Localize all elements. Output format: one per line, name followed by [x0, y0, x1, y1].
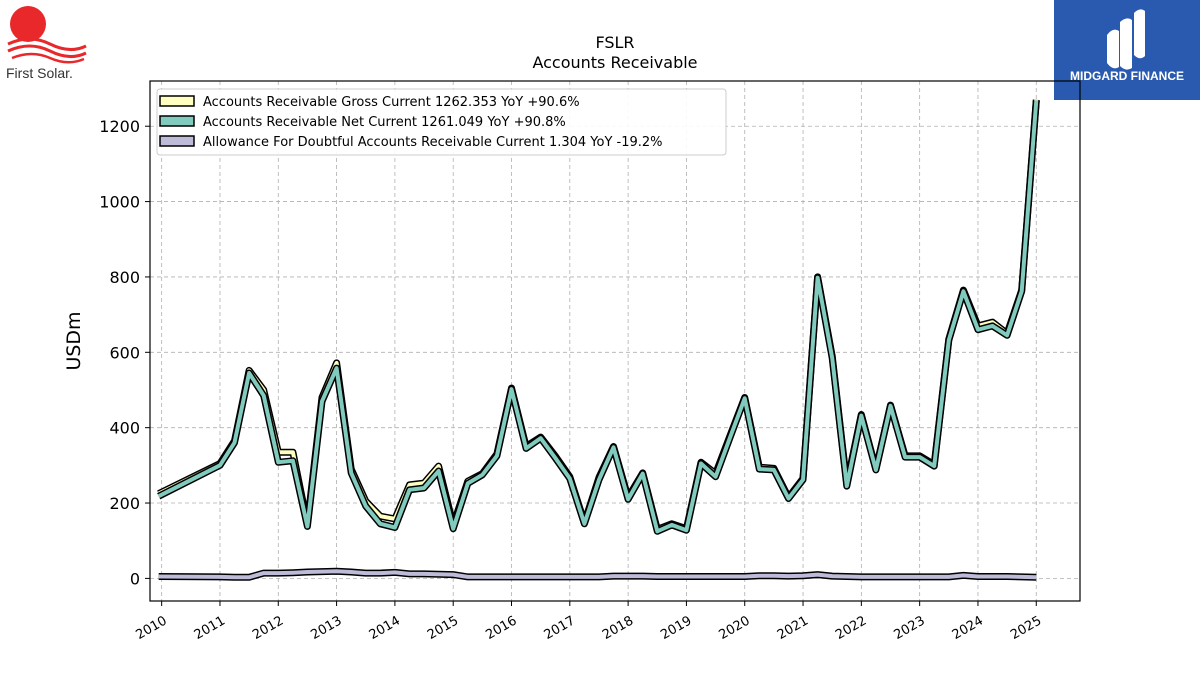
y-tick-label: 400 — [109, 419, 140, 438]
series-line-allowance — [158, 569, 1037, 580]
x-tick-label: 2024 — [950, 613, 986, 643]
legend-swatch-net — [159, 115, 195, 127]
legend: Accounts Receivable Gross Current 1262.3… — [156, 88, 727, 156]
chart-title: FSLR — [595, 33, 634, 52]
x-tick-label: 2023 — [891, 613, 927, 643]
x-tick-label: 2025 — [1008, 613, 1044, 643]
y-tick-label: 800 — [109, 268, 140, 287]
legend-label: Accounts Receivable Net Current 1261.049… — [203, 115, 566, 130]
midgard-finance-logo: MIDGARD FINANCE — [1054, 0, 1200, 100]
y-tick-label: 600 — [109, 343, 140, 362]
midgard-finance-logo-text: MIDGARD FINANCE — [1070, 69, 1184, 83]
legend-label: Accounts Receivable Gross Current 1262.3… — [203, 95, 580, 110]
y-tick-label: 1200 — [99, 117, 140, 136]
wave-icon — [7, 37, 87, 51]
grid — [150, 81, 1080, 601]
y-tick-label: 1000 — [99, 193, 140, 212]
x-axis: 2010 2011 2012 2013 2014 2015 2016 2017 2018 2019… — [134, 601, 1044, 643]
x-tick-label: 2013 — [308, 613, 344, 643]
legend-label: Allowance For Doubtful Accounts Receivab… — [203, 135, 663, 150]
chart-subtitle: Accounts Receivable — [532, 53, 697, 72]
x-tick-label: 2019 — [658, 613, 694, 643]
legend-box — [156, 88, 727, 156]
first-solar-logo-text: First Solar. — [6, 65, 73, 81]
series-lines — [157, 99, 1040, 581]
plot-frame — [149, 80, 1081, 602]
x-tick-label: 2022 — [833, 613, 869, 643]
midgard-emblem-icon — [1107, 9, 1145, 70]
y-tick-label: 200 — [109, 494, 140, 513]
x-tick-label: 2016 — [483, 613, 519, 643]
y-tick-label: 0 — [130, 569, 140, 588]
x-tick-label: 2011 — [192, 613, 228, 643]
series-line-net — [157, 100, 1039, 534]
y-axis: 0 200 400 600 800 1000 1200 — [99, 117, 150, 588]
x-tick-label: 2020 — [717, 613, 753, 643]
legend-swatch-gross — [159, 95, 195, 107]
x-tick-label: 2012 — [250, 613, 286, 643]
x-tick-label: 2021 — [775, 613, 811, 643]
x-tick-label: 2010 — [134, 613, 170, 643]
y-axis-label: USDm — [63, 311, 85, 370]
x-tick-label: 2017 — [542, 613, 578, 643]
x-tick-label: 2014 — [367, 613, 403, 643]
x-tick-label: 2015 — [425, 613, 461, 643]
first-solar-logo: First Solar. — [0, 0, 100, 85]
legend-swatch-allowance — [159, 135, 195, 147]
sun-icon — [10, 6, 46, 42]
series-line-outline — [157, 100, 1040, 535]
x-tick-label: 2018 — [600, 613, 636, 643]
